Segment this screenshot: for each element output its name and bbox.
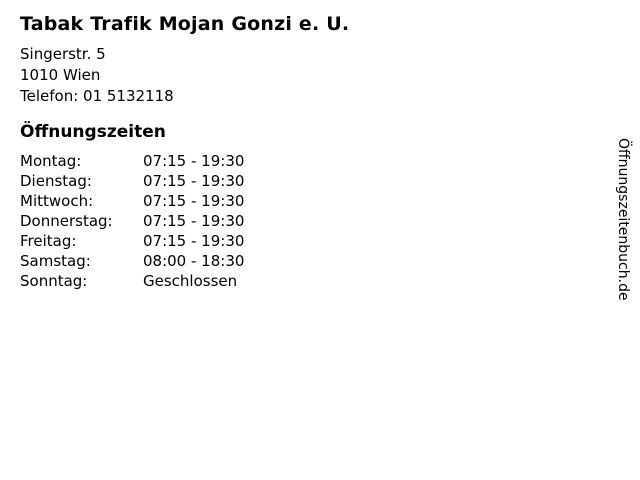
day-hours: 07:15 - 19:30 — [143, 192, 245, 210]
day-hours: 07:15 - 19:30 — [143, 152, 245, 170]
opening-hours-table: Montag: 07:15 - 19:30 Dienstag: 07:15 - … — [20, 151, 349, 291]
day-label: Dienstag: — [20, 172, 92, 190]
day-hours: 08:00 - 18:30 — [143, 252, 245, 270]
hours-row-monday: Montag: 07:15 - 19:30 — [20, 151, 349, 171]
hours-row-thursday: Donnerstag: 07:15 - 19:30 — [20, 211, 349, 231]
hours-row-saturday: Samstag: 08:00 - 18:30 — [20, 251, 349, 271]
day-hours: 07:15 - 19:30 — [143, 172, 245, 190]
day-hours: Geschlossen — [143, 272, 238, 290]
day-label: Donnerstag: — [20, 212, 113, 230]
day-hours: 07:15 - 19:30 — [143, 212, 245, 230]
day-label: Freitag: — [20, 232, 77, 250]
site-watermark: Öffnungszeitenbuch.de — [615, 138, 631, 301]
day-label: Mittwoch: — [20, 192, 94, 210]
listing-content: Tabak Trafik Mojan Gonzi e. U. Singerstr… — [20, 8, 349, 291]
phone-line: Telefon: 01 5132118 — [20, 87, 174, 105]
hours-row-friday: Freitag: 07:15 - 19:30 — [20, 231, 349, 251]
day-hours: 07:15 - 19:30 — [143, 232, 245, 250]
business-name-title: Tabak Trafik Mojan Gonzi e. U. — [20, 13, 350, 35]
address-block: Singerstr. 5 1010 Wien Telefon: 01 51321… — [20, 44, 349, 107]
address-street: Singerstr. 5 — [20, 45, 106, 63]
day-label: Samstag: — [20, 252, 91, 270]
opening-hours-heading: Öffnungszeiten — [20, 122, 166, 142]
hours-row-wednesday: Mittwoch: 07:15 - 19:30 — [20, 191, 349, 211]
hours-row-sunday: Sonntag: Geschlossen — [20, 271, 349, 291]
hours-row-tuesday: Dienstag: 07:15 - 19:30 — [20, 171, 349, 191]
day-label: Sonntag: — [20, 272, 88, 290]
day-label: Montag: — [20, 152, 82, 170]
address-city: 1010 Wien — [20, 66, 101, 84]
